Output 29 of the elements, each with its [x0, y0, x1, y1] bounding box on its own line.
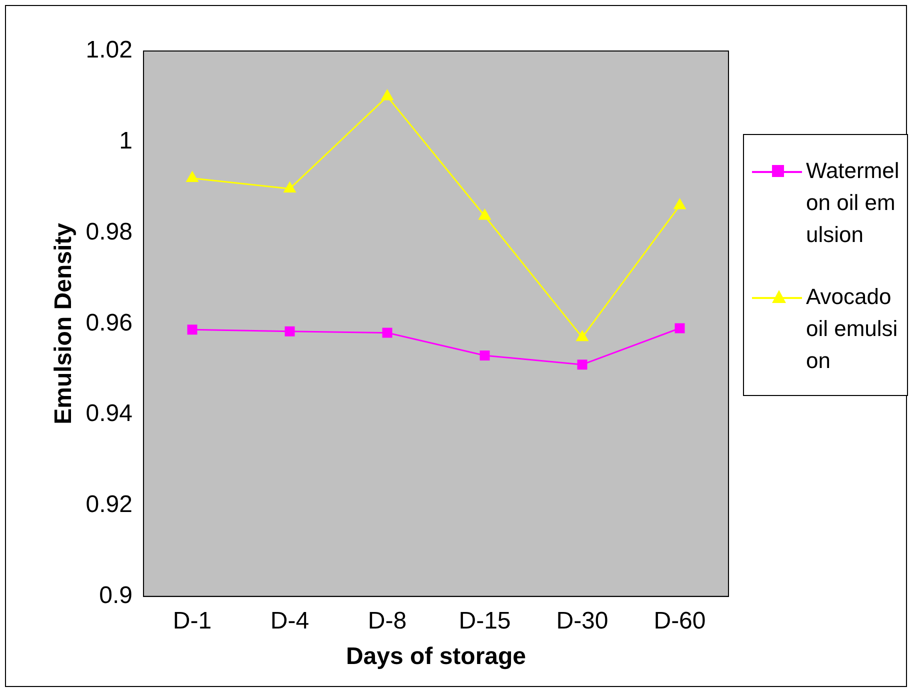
y-tick-label: 0.9 — [99, 582, 133, 610]
point — [478, 209, 491, 220]
x-axis-title: Days of storage — [346, 643, 526, 670]
x-tick-label: D-4 — [270, 607, 310, 634]
point — [381, 90, 394, 100]
y-tick-label: 0.96 — [86, 309, 133, 336]
point — [186, 172, 198, 182]
x-tick-label: D-15 — [458, 607, 511, 634]
point — [187, 324, 198, 335]
legend-label: Avocado oil emulsion — [806, 283, 899, 375]
x-tick-label: D-1 — [172, 607, 212, 634]
y-tick-label: 1 — [119, 128, 133, 155]
y-tick-label: 1.02 — [86, 36, 133, 64]
x-tick-label: D-8 — [368, 607, 407, 634]
point — [284, 182, 296, 192]
point — [284, 326, 295, 336]
point — [576, 330, 588, 342]
point — [674, 323, 685, 334]
x-tick-label: D-60 — [654, 607, 706, 634]
y-tick-label: 0.98 — [86, 218, 133, 246]
y-tick-label: 0.94 — [86, 400, 133, 428]
point — [480, 350, 490, 361]
x-tick-label: D-30 — [556, 607, 608, 634]
y-tick-label: 0.92 — [86, 491, 133, 518]
point — [577, 360, 588, 370]
point — [674, 198, 686, 210]
y-axis-title: Emulsion Density — [50, 222, 78, 424]
legend-label: Watermelon oil emulsion — [806, 157, 900, 249]
point — [382, 328, 392, 338]
